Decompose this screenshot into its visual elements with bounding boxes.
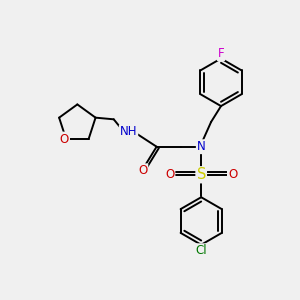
- Text: NH: NH: [120, 125, 137, 138]
- Text: N: N: [197, 140, 206, 153]
- Text: F: F: [218, 47, 224, 60]
- Text: S: S: [196, 167, 206, 182]
- Text: O: O: [138, 164, 147, 177]
- Text: Cl: Cl: [195, 244, 207, 257]
- Text: O: O: [165, 168, 174, 181]
- Text: O: O: [228, 168, 237, 181]
- Text: O: O: [60, 133, 69, 146]
